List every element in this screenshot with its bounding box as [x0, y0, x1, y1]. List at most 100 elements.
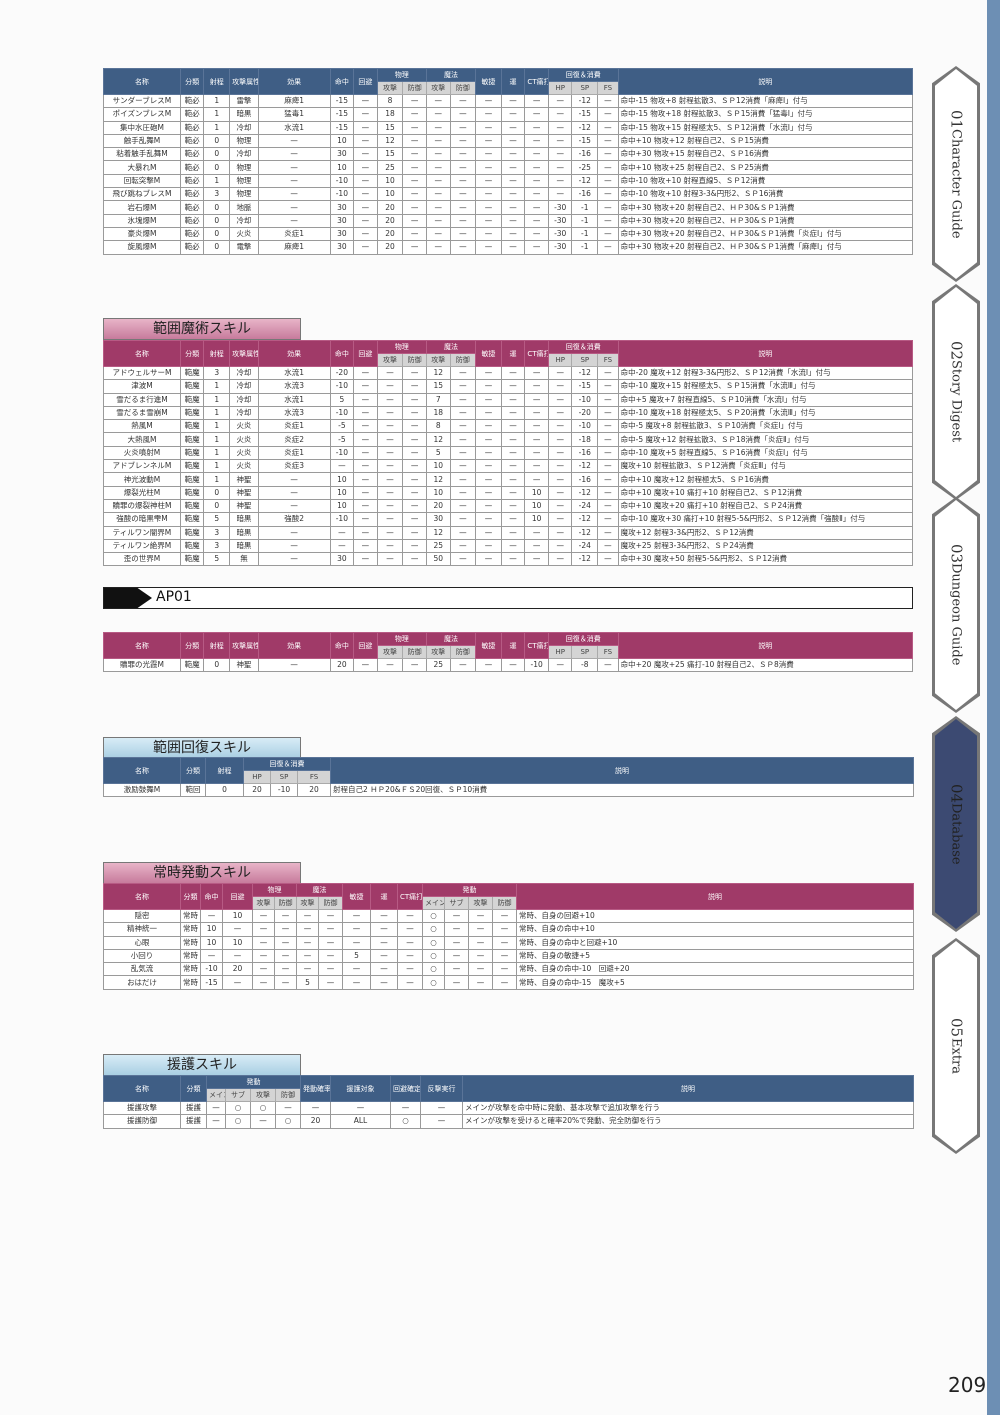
table-cell: — [444, 948, 469, 964]
column-header: 分類 [180, 1075, 207, 1102]
column-header: 回復＆消費 [547, 340, 619, 354]
table-cell: 無 [229, 552, 259, 567]
table-cell: — [449, 173, 477, 189]
column-subheader: サブ [444, 896, 469, 910]
table-cell: — [597, 187, 619, 202]
table-cell: — [376, 498, 404, 514]
table-cell: — [547, 498, 573, 514]
chapter-tab-database[interactable]: 04 Database [932, 716, 980, 932]
column-header: 名称 [103, 757, 181, 784]
skill-name: 神光波動M [103, 472, 181, 487]
table-cell: 範魔 [179, 472, 205, 487]
ap-heading-label: AP01 [156, 589, 192, 605]
table-cell: — [547, 392, 573, 407]
table-cell: — [353, 445, 378, 461]
chapter-tab-story-digest[interactable]: 02 Story Digest [932, 284, 980, 500]
table-cell: — [449, 213, 477, 228]
table-cell: — [475, 160, 502, 175]
table-cell: — [449, 445, 477, 461]
table-row: 贖罪の光霞M 範魔 0 神聖 —20— — —25— — — -10— -8— 命中+20 魔攻+25… [103, 657, 914, 673]
table-cell: — [524, 379, 549, 394]
table-cell: — [492, 922, 517, 937]
table-cell: — [449, 93, 477, 109]
chapter-tab-dungeon-guide[interactable]: 03 Dungeon Guide [932, 497, 980, 713]
table-cell: -10 [524, 657, 549, 673]
table-cell: — [475, 173, 502, 189]
table-cell: 水流3 [257, 405, 331, 421]
table-cell: 8 [425, 419, 451, 434]
table-cell: — [597, 365, 619, 381]
table-cell: 20 [243, 782, 271, 798]
table-cell: — [500, 419, 526, 434]
table-cell: — [257, 485, 331, 500]
arrow-icon [104, 588, 152, 608]
table-cell: 範魔 [179, 365, 205, 381]
table-cell: 範必 [179, 200, 205, 215]
table-cell: — [547, 459, 573, 474]
table-cell: — [597, 93, 619, 109]
skill-description: 命中+10 物攻+25 射程自己2、ＳＰ25消費 [617, 160, 914, 175]
table-cell: -12 [571, 93, 599, 109]
table-cell: — [475, 459, 502, 474]
table-cell: — [376, 432, 404, 447]
table-cell: 範必 [179, 187, 205, 202]
sidebar-stripe [987, 0, 1000, 1415]
table-cell: — [397, 935, 423, 950]
table-cell: — [597, 147, 619, 162]
column-subheader: 防御 [449, 81, 477, 95]
table-cell: — [257, 147, 331, 162]
table-cell: — [547, 552, 573, 567]
column-header: CT痛打 [397, 883, 423, 910]
skill-name: 雪だるま雪崩M [103, 405, 181, 421]
table-cell: — [524, 187, 549, 202]
table-cell: — [500, 200, 526, 215]
table-cell: — [425, 160, 451, 175]
table-cell: — [257, 133, 331, 149]
table-cell: — [597, 552, 619, 567]
table-cell: 0 [203, 147, 231, 162]
skill-description: 命中-15 物攻+18 射程拡散3、ＳＰ15消費「猛毒Ⅰ」付与 [617, 107, 914, 122]
chapter-tab-character-guide[interactable]: 01 Character Guide [932, 66, 980, 282]
table-row: 触手乱舞M 範必 0 物理 —10—12— — — — — — — -15— 命中+10 物攻+12 射… [103, 133, 914, 149]
table-cell: — [397, 975, 423, 990]
table-cell: 25 [425, 538, 451, 554]
tab-label: Story Digest [948, 360, 964, 443]
column-subheader: メイン [206, 1088, 226, 1102]
table-cell: 0 [203, 240, 231, 255]
table-cell: — [318, 908, 343, 924]
table-cell: — [444, 975, 469, 990]
table-row: 飛び跳ねブレスM 範必 3 物理 — -10—10— — — — — — — -16— 命中-10 物攻+… [103, 187, 914, 202]
table-cell: ○ [275, 1114, 301, 1129]
table-cell: — [524, 459, 549, 474]
table-cell: — [449, 187, 477, 202]
skill-name: 強酸の暗黒雫M [103, 512, 181, 527]
table-cell: ○ [225, 1100, 251, 1116]
table-cell: — [353, 552, 378, 567]
table-cell: — [449, 160, 477, 175]
table-cell: — [449, 552, 477, 567]
table-row: 心眼 常時 10 10— — — — — — — ○ — — — 常時、自身の命中と回避+10 [103, 935, 914, 950]
skill-description: 命中+30 物攻+20 射程自己2、ＨＰ30&ＳＰ1消費 [617, 213, 914, 228]
table-cell: — [252, 962, 275, 977]
table-cell: 物理 [229, 133, 259, 149]
table-cell: 援護 [180, 1114, 207, 1129]
table-cell: 5 [203, 512, 231, 527]
table-cell: 15 [376, 147, 404, 162]
column-header: 射程 [203, 68, 231, 95]
table-cell: — [547, 472, 573, 487]
table-cell: 冷却 [229, 379, 259, 394]
skill-description: 命中+5 魔攻+7 射程直線5、ＳＰ10消費「水流Ⅰ」付与 [617, 392, 914, 407]
table-cell: — [222, 975, 253, 990]
table-cell: -12 [571, 459, 599, 474]
table-cell: 12 [425, 472, 451, 487]
column-subheader: 防御 [402, 645, 427, 659]
table-cell: -24 [571, 498, 599, 514]
table-cell: 1 [203, 379, 231, 394]
table-cell: — [492, 935, 517, 950]
header-row: 名称 分類 射程 攻撃属性 効果 命中 回避 物理 魔法 敏捷運 CT痛打 回復＆消費 説明 [103, 340, 914, 367]
table-cell: — [597, 392, 619, 407]
table-cell: — [475, 107, 502, 122]
table-row: 雪だるま雪崩M 範魔 1 冷却 水流3 -10— — —18— — — — — -20— 命中-10 魔攻… [103, 405, 914, 421]
table-cell: 常時 [180, 908, 201, 924]
chapter-tab-extra[interactable]: 05 Extra [932, 938, 980, 1154]
